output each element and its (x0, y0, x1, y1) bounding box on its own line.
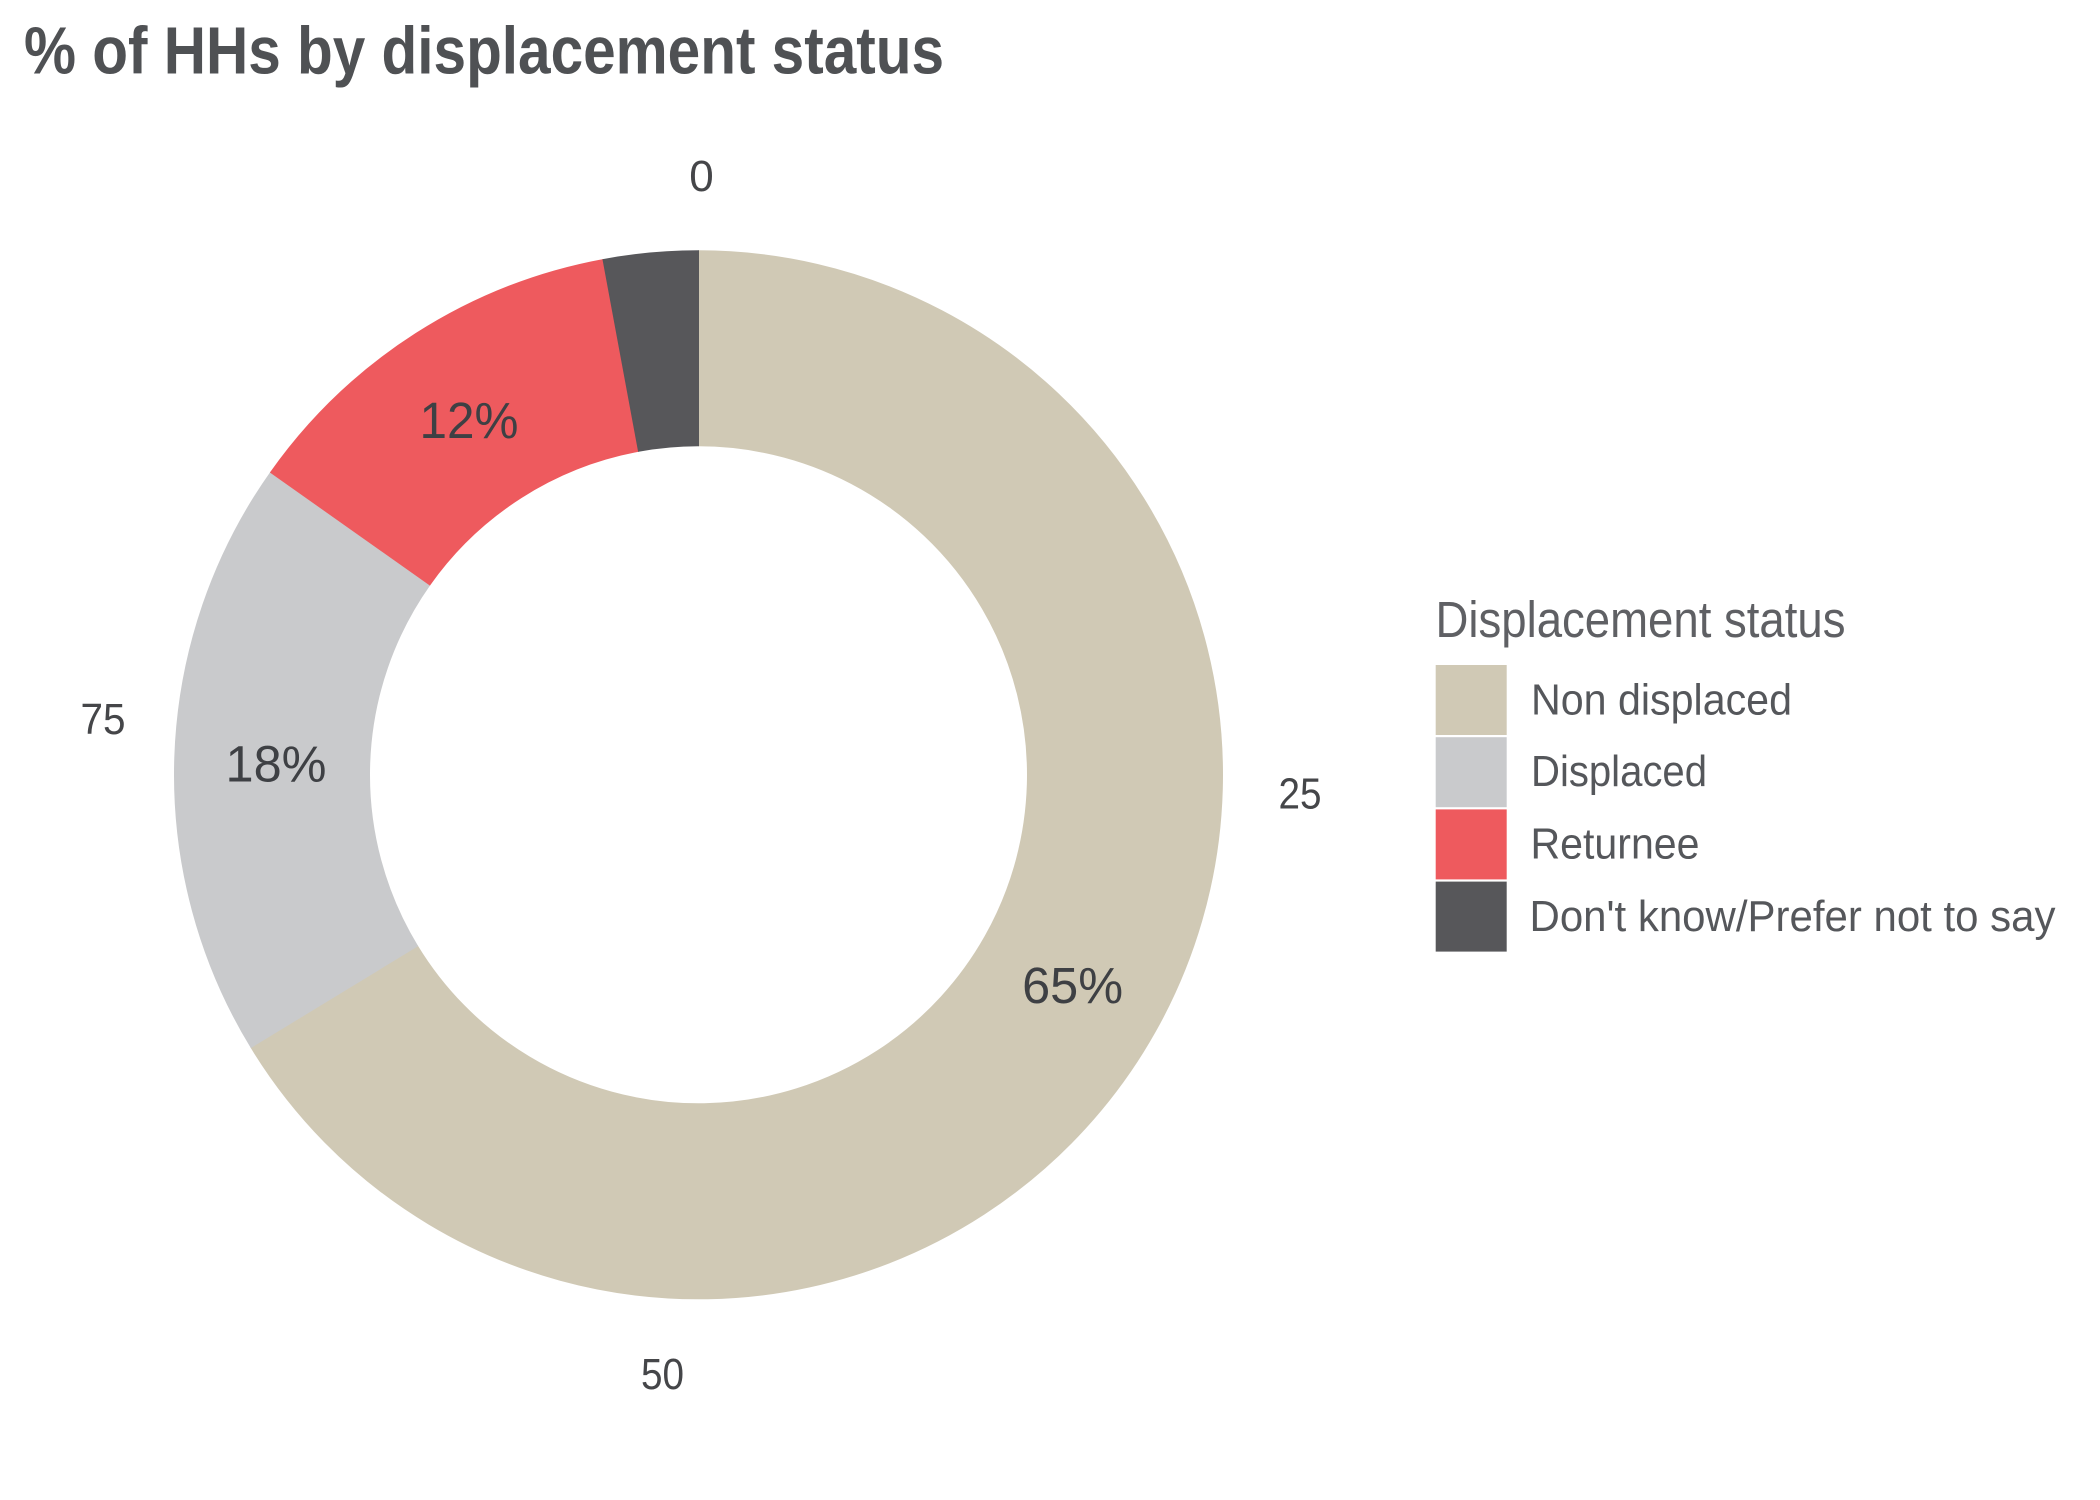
svg-text:50: 50 (641, 1350, 684, 1399)
svg-text:18%: 18% (226, 736, 327, 793)
svg-text:0: 0 (689, 152, 713, 201)
svg-text:25: 25 (1279, 770, 1322, 819)
svg-text:Returnee: Returnee (1531, 820, 1700, 868)
svg-text:Displacement status: Displacement status (1436, 591, 1846, 648)
svg-text:% of HHs by displacement statu: % of HHs by displacement status (24, 15, 944, 89)
svg-text:75: 75 (81, 695, 126, 744)
svg-text:Non displaced: Non displaced (1531, 677, 1792, 725)
svg-text:Displaced: Displaced (1531, 748, 1707, 796)
svg-text:12%: 12% (420, 392, 519, 449)
svg-text:65%: 65% (1022, 957, 1123, 1014)
svg-text:Don't know/Prefer not to say: Don't know/Prefer not to say (1530, 893, 2056, 941)
